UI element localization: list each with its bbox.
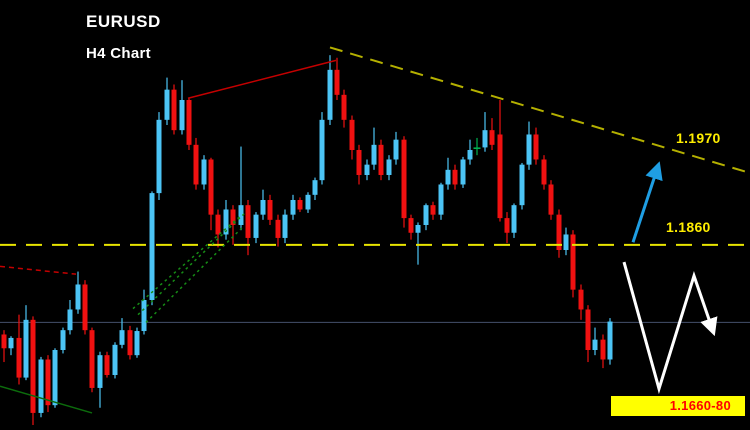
timeframe-title: H4 Chart xyxy=(86,45,151,62)
chart-title-block: EURUSD H4 Chart xyxy=(86,12,161,62)
trendline-price-label: 1.1970 xyxy=(676,130,721,146)
symbol-title: EURUSD xyxy=(86,12,161,31)
target-zone-label: 1.1660-80 xyxy=(611,396,745,416)
support-price-label: 1.1860 xyxy=(666,219,711,235)
